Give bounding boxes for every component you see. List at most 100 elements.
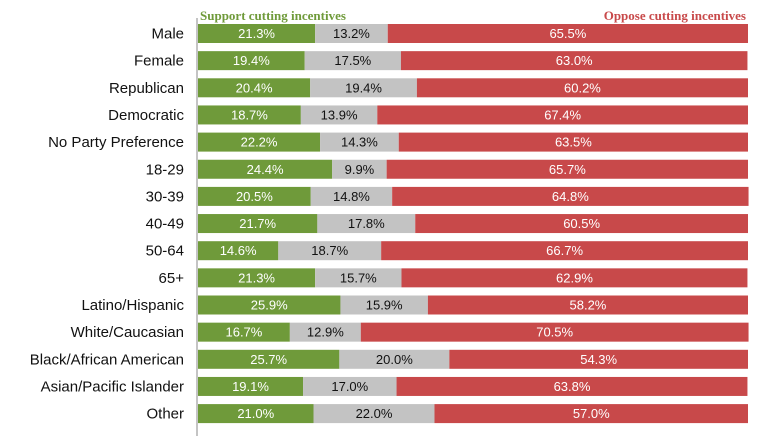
value-label-middle-asian-pacific-islander: 17.0%: [331, 379, 368, 394]
category-label-republican: Republican: [109, 80, 184, 97]
bar-support-50-64: [198, 241, 279, 261]
bar-middle-other: [313, 404, 435, 424]
value-label-support-male: 21.3%: [238, 26, 275, 41]
value-label-oppose-50-64: 66.7%: [546, 243, 583, 258]
category-label-white-caucasian: White/Caucasian: [71, 324, 184, 341]
value-labels: 21.3% 13.2% 65.5% 19.4% 17.5% 63.0% 20.4% 19.4%…: [220, 26, 618, 421]
bar-support-40-49: [198, 214, 318, 234]
legend-support-label: Support cutting incentives: [200, 8, 346, 23]
value-label-middle-male: 13.2%: [333, 26, 370, 41]
value-label-middle-black-african-american: 20.0%: [376, 352, 413, 367]
category-label-democratic: Democratic: [108, 107, 184, 124]
value-label-oppose-18-29: 65.7%: [549, 162, 586, 177]
bar-middle-white-caucasian: [289, 322, 361, 342]
value-label-middle-republican: 19.4%: [345, 80, 382, 95]
value-label-support-democratic: 18.7%: [231, 107, 268, 122]
bar-support-black-african-american: [198, 349, 340, 369]
bar-middle-40-49: [317, 214, 416, 234]
bar-support-democratic: [198, 105, 301, 125]
category-label-40-49: 40-49: [146, 216, 184, 233]
value-label-support-40-49: 21.7%: [239, 216, 276, 231]
legend-oppose-label: Oppose cutting incentives: [604, 8, 746, 23]
bar-middle-republican: [310, 78, 417, 98]
bar-oppose-female: [400, 51, 748, 71]
bar-oppose-18-29: [386, 159, 748, 179]
bar-oppose-30-39: [392, 186, 749, 206]
bar-middle-65: [315, 268, 402, 288]
bar-support-asian-pacific-islander: [198, 376, 304, 396]
value-label-oppose-65: 62.9%: [556, 270, 593, 285]
category-label-male: Male: [151, 26, 184, 43]
bar-support-no-party-preference: [198, 132, 321, 152]
bar-middle-black-african-american: [339, 349, 450, 369]
bar-support-female: [198, 51, 305, 71]
bar-middle-18-29: [332, 159, 387, 179]
category-label-30-39: 30-39: [146, 188, 184, 205]
value-label-oppose-republican: 60.2%: [564, 80, 601, 95]
value-label-support-republican: 20.4%: [236, 80, 273, 95]
value-label-middle-democratic: 13.9%: [321, 107, 358, 122]
value-label-support-asian-pacific-islander: 19.1%: [232, 379, 269, 394]
value-label-oppose-male: 65.5%: [549, 26, 586, 41]
value-label-support-no-party-preference: 22.2%: [241, 135, 278, 150]
bar-oppose-no-party-preference: [398, 132, 748, 152]
value-label-support-black-african-american: 25.7%: [250, 352, 287, 367]
bar-middle-male: [315, 24, 388, 43]
bar-middle-50-64: [278, 241, 382, 261]
category-label-no-party-preference: No Party Preference: [48, 134, 184, 151]
value-label-support-latino-hispanic: 25.9%: [251, 298, 288, 313]
category-label-female: Female: [134, 53, 184, 70]
value-label-support-50-64: 14.6%: [220, 243, 257, 258]
value-label-middle-30-39: 14.8%: [333, 189, 370, 204]
bar-oppose-40-49: [415, 214, 748, 234]
value-label-oppose-30-39: 64.8%: [552, 189, 589, 204]
value-label-middle-18-29: 9.9%: [345, 162, 375, 177]
value-label-middle-female: 17.5%: [334, 53, 371, 68]
bar-oppose-other: [434, 404, 748, 424]
value-label-middle-other: 22.0%: [356, 406, 393, 421]
bar-oppose-65: [401, 268, 748, 288]
bar-middle-asian-pacific-islander: [303, 376, 397, 396]
bar-support-65: [198, 268, 316, 288]
bar-middle-no-party-preference: [320, 132, 399, 152]
category-label-asian-pacific-islander: Asian/Pacific Islander: [41, 378, 184, 395]
value-label-middle-no-party-preference: 14.3%: [341, 135, 378, 150]
value-label-support-18-29: 24.4%: [247, 162, 284, 177]
category-label-18-29: 18-29: [146, 161, 184, 178]
category-label-65: 65+: [159, 270, 185, 287]
category-label-50-64: 50-64: [146, 243, 184, 260]
category-label-other: Other: [146, 406, 184, 423]
value-label-oppose-white-caucasian: 70.5%: [536, 325, 573, 340]
value-label-oppose-latino-hispanic: 58.2%: [570, 298, 607, 313]
bar-oppose-50-64: [381, 241, 748, 261]
bars: [198, 24, 749, 424]
bar-middle-democratic: [300, 105, 378, 125]
bar-support-latino-hispanic: [198, 295, 341, 315]
value-label-middle-white-caucasian: 12.9%: [307, 325, 344, 340]
bar-support-white-caucasian: [198, 322, 290, 342]
value-label-middle-40-49: 17.8%: [348, 216, 385, 231]
value-label-support-65: 21.3%: [238, 270, 275, 285]
category-labels: Male Female Republican Democratic No Party P…: [30, 26, 185, 423]
bar-oppose-latino-hispanic: [427, 295, 748, 315]
bar-oppose-republican: [416, 78, 748, 98]
bar-middle-female: [304, 51, 401, 71]
bar-oppose-white-caucasian: [360, 322, 749, 342]
value-label-oppose-black-african-american: 54.3%: [580, 352, 617, 367]
bar-middle-30-39: [310, 186, 393, 206]
value-label-support-30-39: 20.5%: [236, 189, 273, 204]
value-label-oppose-no-party-preference: 63.5%: [555, 135, 592, 150]
bar-support-male: [198, 24, 316, 43]
bar-oppose-asian-pacific-islander: [396, 376, 748, 396]
bar-support-30-39: [198, 186, 311, 206]
value-label-middle-50-64: 18.7%: [311, 243, 348, 258]
bar-support-18-29: [198, 159, 333, 179]
category-label-black-african-american: Black/African American: [30, 351, 184, 368]
bar-oppose-democratic: [377, 105, 748, 125]
value-label-middle-latino-hispanic: 15.9%: [366, 298, 403, 313]
value-label-support-other: 21.0%: [237, 406, 274, 421]
value-label-oppose-democratic: 67.4%: [544, 107, 581, 122]
bar-oppose-black-african-american: [449, 349, 748, 369]
value-label-oppose-other: 57.0%: [573, 406, 610, 421]
